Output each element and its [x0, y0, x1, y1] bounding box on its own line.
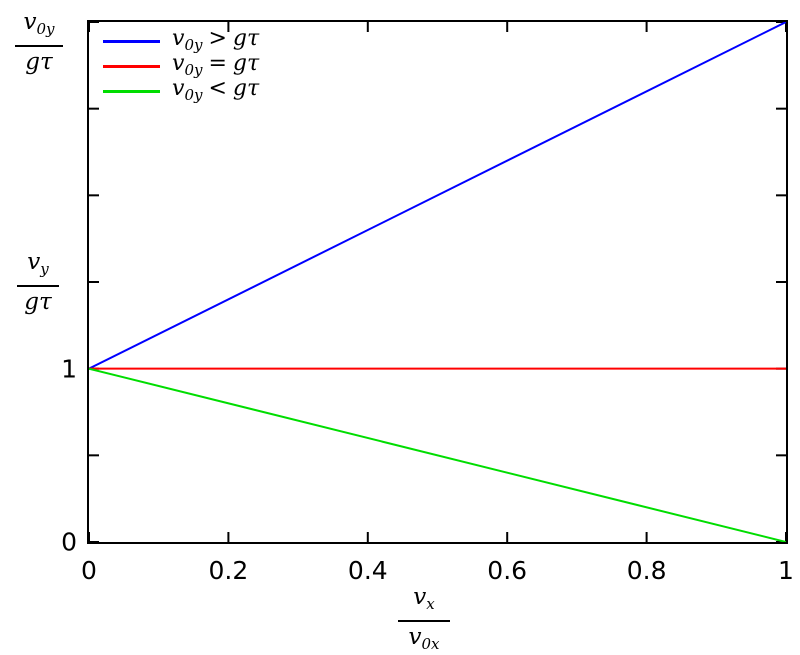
legend-label: v0y = gτ — [172, 50, 260, 79]
y-tick-label: 1 — [61, 354, 77, 384]
series-line-0 — [89, 22, 786, 370]
fraction-denominator: v0x — [408, 624, 440, 653]
x-tick-label: 0.4 — [347, 556, 388, 585]
x-tick-label: 0.8 — [626, 556, 667, 585]
x-tick-label: 0.6 — [487, 556, 528, 585]
legend-item: v0y > gτ — [103, 26, 259, 54]
fraction-denominator: gτ — [24, 289, 52, 315]
x-tick-label: 0.2 — [208, 556, 249, 585]
x-tick-label: 0 — [81, 556, 97, 585]
y-tick-label: 0 — [61, 527, 77, 557]
series-line-2 — [89, 367, 786, 542]
fraction-bar — [398, 620, 450, 622]
legend-item: v0y < gτ — [103, 76, 259, 104]
fraction-bar — [17, 285, 59, 287]
fraction-bar — [15, 45, 63, 47]
fraction-denominator: gτ — [25, 49, 53, 75]
legend-label: v0y < gτ — [172, 75, 260, 104]
y-axis-label: vy gτ — [17, 248, 59, 317]
x-axis-label: vx v0x — [398, 583, 450, 655]
fraction-numerator: vx — [413, 584, 435, 613]
legend-swatch — [103, 40, 160, 43]
legend-item: v0y = gτ — [103, 51, 259, 79]
plot-canvas — [89, 22, 786, 542]
x-tick-label: 1 — [778, 556, 794, 585]
legend-label: v0y > gτ — [172, 25, 260, 54]
fraction-numerator: v0y — [23, 9, 55, 38]
y-axis-secondary-label: v0y gτ — [15, 8, 63, 77]
legend: v0y > gτ v0y = gτ v0y < gτ — [103, 26, 259, 104]
plot-area: v0y > gτ v0y = gτ v0y < gτ — [87, 20, 788, 544]
fraction-numerator: vy — [27, 249, 49, 278]
legend-swatch — [103, 65, 160, 68]
legend-swatch — [103, 90, 160, 93]
